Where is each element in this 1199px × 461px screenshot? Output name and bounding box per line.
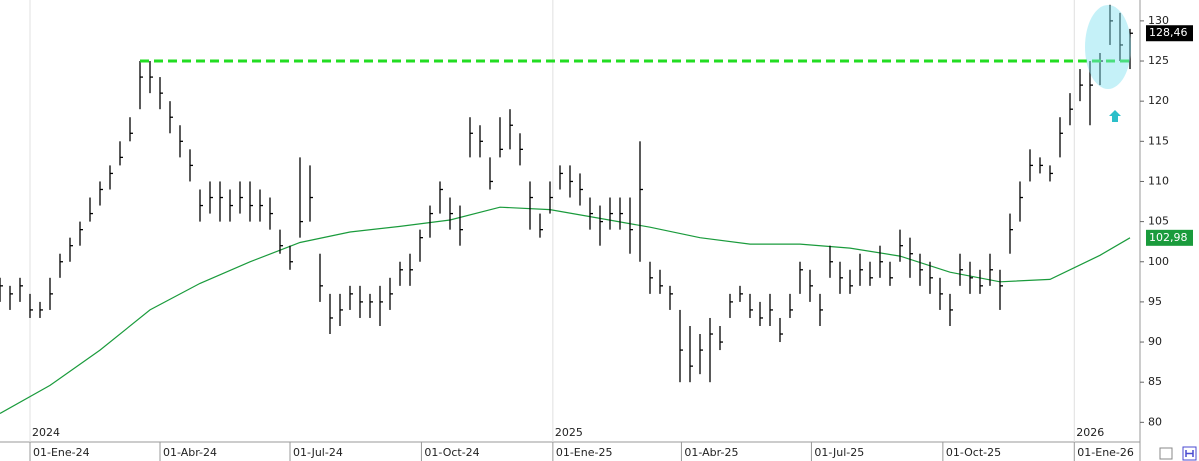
y-tick-label: 85 xyxy=(1148,375,1162,388)
x-tick-label: 01-Ene-26 xyxy=(1077,446,1134,459)
marks xyxy=(0,4,1133,415)
y-tick-label: 125 xyxy=(1148,54,1169,67)
year-label: 2026 xyxy=(1076,426,1104,439)
ma-last-box xyxy=(1146,229,1193,246)
year-label: 2024 xyxy=(32,426,60,439)
x-tick-label: 01-Jul-24 xyxy=(293,446,343,459)
last-price-box xyxy=(1146,25,1193,42)
arrow-up xyxy=(1109,110,1121,122)
y-tick-label: 120 xyxy=(1148,94,1169,107)
icon-h-glyph xyxy=(1185,450,1194,457)
x-tick-label: 01-Ene-25 xyxy=(556,446,613,459)
highlight-circle xyxy=(1085,5,1131,89)
y-tick-label: 110 xyxy=(1148,174,1169,187)
y-tick-label: 115 xyxy=(1148,134,1169,147)
y-tick-label: 80 xyxy=(1148,415,1162,428)
x-tick-label: 01-Abr-25 xyxy=(684,446,738,459)
y-tick-label: 105 xyxy=(1148,215,1169,228)
x-tick-label: 01-Oct-24 xyxy=(424,446,479,459)
x-tick-label: 01-Abr-24 xyxy=(163,446,217,459)
x-tick-label: 01-Ene-24 xyxy=(33,446,90,459)
y-tick-label: 90 xyxy=(1148,335,1162,348)
x-tick-label: 01-Jul-25 xyxy=(814,446,864,459)
x-tick-label: 01-Oct-25 xyxy=(946,446,1001,459)
icon-box[interactable] xyxy=(1159,447,1173,460)
y-tick-label: 130 xyxy=(1148,14,1169,27)
moving-average xyxy=(0,206,1131,415)
y-tick-label: 100 xyxy=(1148,255,1169,268)
ma-last-label: 102,98 xyxy=(1149,231,1188,244)
grid xyxy=(29,0,1144,461)
last-price-label: 128,46 xyxy=(1149,26,1188,39)
y-tick-label: 95 xyxy=(1148,295,1162,308)
year-label: 2025 xyxy=(555,426,583,439)
